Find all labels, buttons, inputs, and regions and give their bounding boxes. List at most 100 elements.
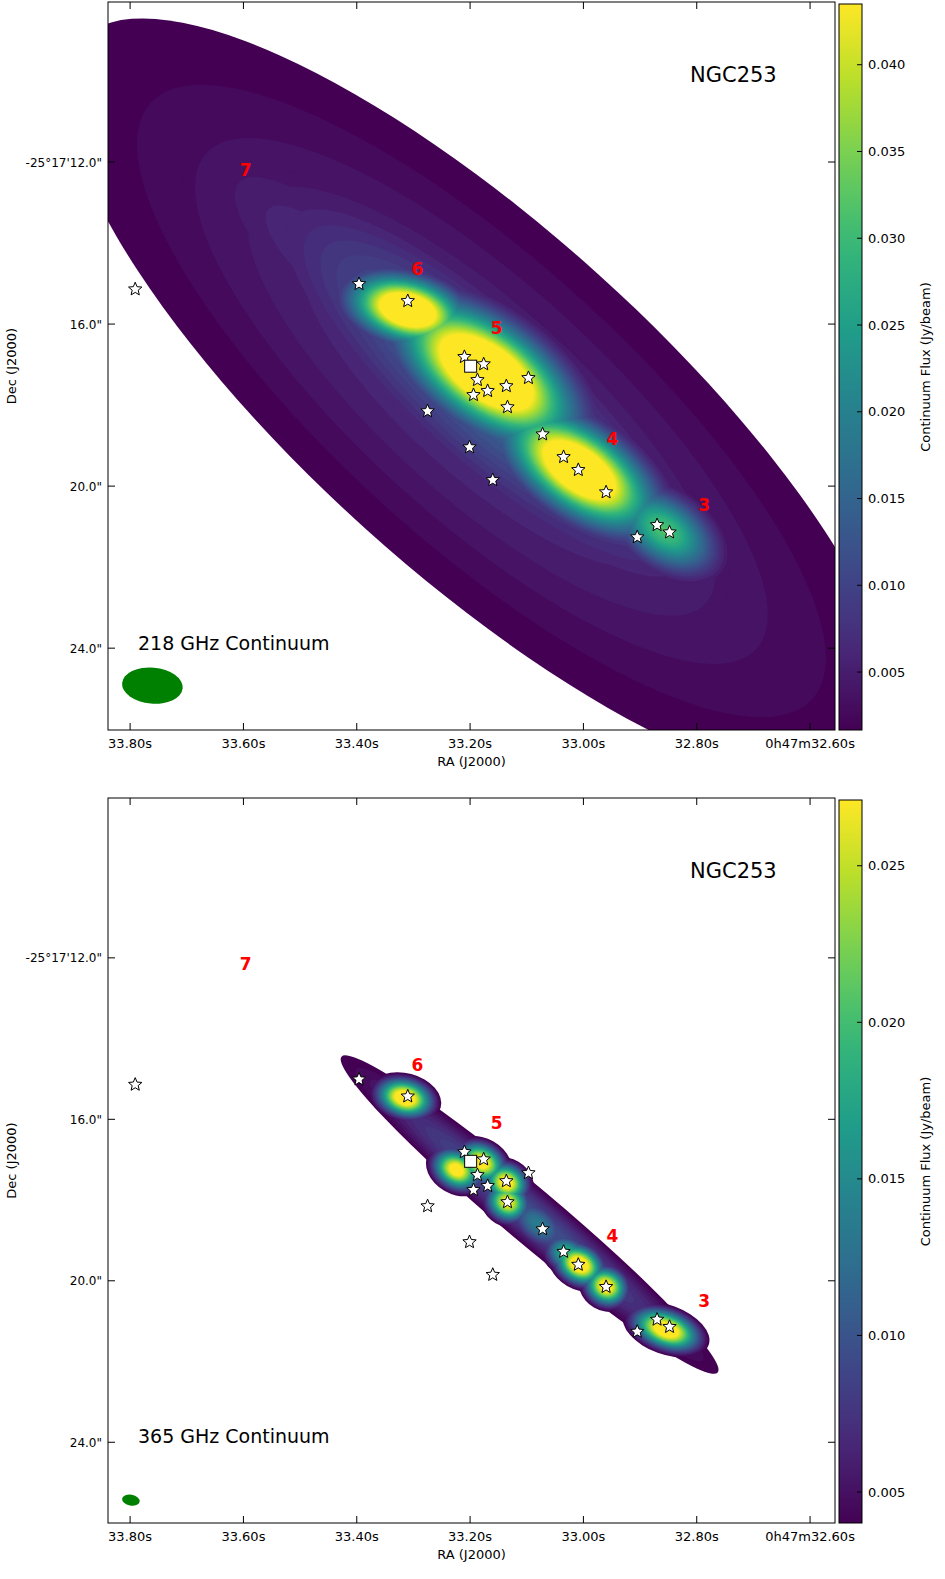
emission-level bbox=[426, 319, 546, 426]
x-tick bbox=[130, 798, 131, 805]
x-tick bbox=[356, 2, 357, 9]
x-tick bbox=[356, 723, 357, 730]
y-tick-label: 24.0" bbox=[70, 642, 102, 656]
star bbox=[631, 530, 644, 543]
emission-level bbox=[492, 1169, 520, 1196]
x-tick bbox=[583, 798, 584, 805]
colorbar bbox=[839, 4, 862, 730]
x-tick-label: 0h47m32.60s bbox=[765, 736, 855, 751]
emission-level bbox=[643, 1312, 688, 1346]
annotation: 218 GHz Continuum bbox=[138, 632, 330, 654]
emission-level bbox=[519, 416, 640, 524]
x-tick bbox=[583, 723, 584, 730]
x-tick-label: 33.80s bbox=[108, 736, 152, 751]
star bbox=[401, 294, 414, 307]
star bbox=[467, 388, 480, 401]
emission-level bbox=[566, 1253, 592, 1277]
x-tick bbox=[810, 2, 811, 9]
star bbox=[421, 1199, 434, 1212]
emission-level bbox=[342, 257, 631, 530]
region-label: 4 bbox=[606, 429, 618, 449]
x-tick bbox=[130, 1516, 131, 1523]
colorbar bbox=[839, 800, 862, 1523]
emission-level bbox=[568, 1254, 591, 1275]
emission-level bbox=[446, 1160, 468, 1180]
y-tick bbox=[108, 324, 115, 325]
x-tick-label: 33.60s bbox=[221, 736, 265, 751]
region-label: 5 bbox=[491, 318, 503, 338]
star bbox=[663, 525, 676, 538]
emission-level bbox=[595, 1276, 616, 1296]
colorbar-tick bbox=[857, 1022, 862, 1023]
colorbar-tick bbox=[857, 151, 862, 152]
y-tick bbox=[828, 1442, 835, 1443]
emission-level bbox=[497, 1174, 515, 1191]
emission-level bbox=[638, 506, 691, 555]
emission-level bbox=[592, 1273, 620, 1300]
emission-level bbox=[392, 1088, 417, 1108]
x-tick-label: 33.20s bbox=[448, 1529, 492, 1544]
emission-level bbox=[635, 503, 694, 557]
emission-level bbox=[437, 1152, 476, 1188]
beam bbox=[121, 665, 185, 706]
emission-level bbox=[524, 1211, 552, 1238]
emission-level bbox=[108, 2, 835, 730]
emission-level bbox=[371, 1071, 439, 1125]
x-tick bbox=[810, 1516, 811, 1523]
emission-level bbox=[374, 1073, 436, 1122]
star bbox=[501, 1195, 514, 1208]
star bbox=[486, 1268, 499, 1281]
emission-level bbox=[368, 281, 447, 338]
star bbox=[599, 485, 612, 498]
image-layer bbox=[129, 1036, 736, 1394]
y-tick-label: -25°17'12.0" bbox=[26, 951, 102, 965]
star bbox=[631, 1325, 644, 1338]
star bbox=[536, 427, 549, 440]
emission-level bbox=[372, 1072, 437, 1123]
emission-level bbox=[594, 1275, 618, 1298]
y-tick bbox=[828, 648, 835, 649]
y-tick bbox=[108, 1119, 115, 1120]
emission-level bbox=[595, 1276, 618, 1298]
emission-level bbox=[564, 1251, 594, 1279]
emission-level bbox=[370, 1070, 440, 1126]
emission-level bbox=[633, 501, 697, 560]
emission-level bbox=[385, 1083, 424, 1114]
emission-level bbox=[436, 1151, 476, 1188]
star bbox=[522, 1166, 535, 1179]
y-tick-label: 20.0" bbox=[70, 1274, 102, 1288]
x-tick bbox=[243, 723, 244, 730]
emission-level bbox=[378, 1077, 431, 1119]
emission-level bbox=[497, 1192, 519, 1213]
star bbox=[572, 463, 585, 476]
star bbox=[663, 1320, 676, 1333]
emission-level bbox=[517, 415, 642, 526]
emission-level bbox=[589, 1270, 623, 1303]
star bbox=[481, 384, 494, 397]
star bbox=[471, 1168, 484, 1181]
emission-level bbox=[529, 425, 630, 514]
y-tick-label: 16.0" bbox=[70, 318, 102, 332]
emission-level bbox=[383, 1081, 427, 1116]
emission-level bbox=[627, 1300, 705, 1360]
emission-level bbox=[496, 1172, 517, 1192]
region-label: 3 bbox=[698, 1291, 710, 1311]
emission-level bbox=[387, 1084, 423, 1113]
star bbox=[501, 400, 514, 413]
star bbox=[352, 1072, 365, 1085]
x-tick bbox=[696, 2, 697, 9]
emission-level bbox=[639, 1309, 694, 1350]
emission-level bbox=[382, 1080, 428, 1117]
emission-level bbox=[567, 1253, 592, 1276]
x-tick-label: 32.80s bbox=[675, 1529, 719, 1544]
emission-level bbox=[642, 1311, 690, 1348]
region-label: 5 bbox=[491, 1113, 503, 1133]
emission-level bbox=[494, 1171, 518, 1194]
emission-level bbox=[498, 1194, 516, 1211]
colorbar-tick-label: 0.025 bbox=[868, 858, 905, 873]
emission-level bbox=[417, 311, 556, 434]
emission-level bbox=[374, 286, 441, 334]
emission-level bbox=[386, 1083, 424, 1113]
emission-level bbox=[378, 1076, 432, 1119]
emission-level bbox=[591, 1272, 622, 1301]
